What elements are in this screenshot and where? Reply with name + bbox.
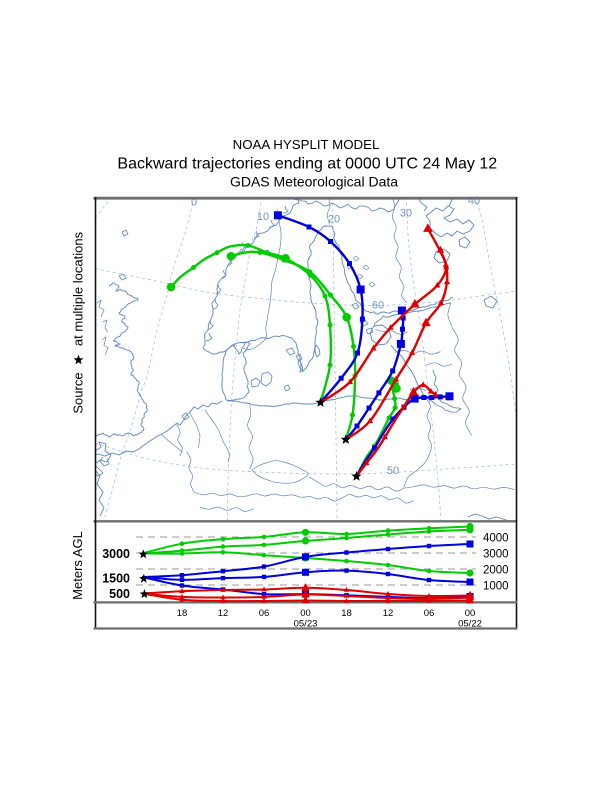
svg-text:0: 0 xyxy=(191,197,197,209)
svg-text:10: 10 xyxy=(257,211,269,223)
svg-text:Source: Source xyxy=(71,372,86,413)
svg-text:20: 20 xyxy=(328,214,340,226)
svg-text:500: 500 xyxy=(109,587,130,601)
svg-text:50: 50 xyxy=(387,465,399,477)
svg-text:05/22: 05/22 xyxy=(458,619,482,630)
svg-text:NOAA HYSPLIT MODEL: NOAA HYSPLIT MODEL xyxy=(233,137,380,152)
svg-text:18: 18 xyxy=(341,608,352,619)
svg-text:at multiple locations: at multiple locations xyxy=(71,231,86,346)
svg-text:3000: 3000 xyxy=(102,547,130,561)
svg-text:06: 06 xyxy=(259,608,270,619)
svg-text:60: 60 xyxy=(372,300,384,312)
svg-text:18: 18 xyxy=(177,608,188,619)
svg-text:12: 12 xyxy=(383,608,394,619)
svg-text:12: 12 xyxy=(218,608,229,619)
svg-text:Backward trajectories ending a: Backward trajectories ending at 0000 UTC… xyxy=(117,156,497,173)
svg-text:GDAS Meteorological Data: GDAS Meteorological Data xyxy=(230,173,398,189)
svg-text:06: 06 xyxy=(424,608,435,619)
svg-text:4000: 4000 xyxy=(483,533,509,545)
svg-text:2000: 2000 xyxy=(483,565,509,577)
svg-text:00: 00 xyxy=(300,608,311,619)
svg-text:1500: 1500 xyxy=(102,572,130,586)
svg-text:1000: 1000 xyxy=(483,581,509,593)
svg-text:00: 00 xyxy=(465,608,476,619)
svg-text:30: 30 xyxy=(400,208,412,220)
svg-text:3000: 3000 xyxy=(483,549,509,561)
svg-text:05/23: 05/23 xyxy=(294,619,318,630)
svg-text:Meters AGL: Meters AGL xyxy=(70,531,85,600)
